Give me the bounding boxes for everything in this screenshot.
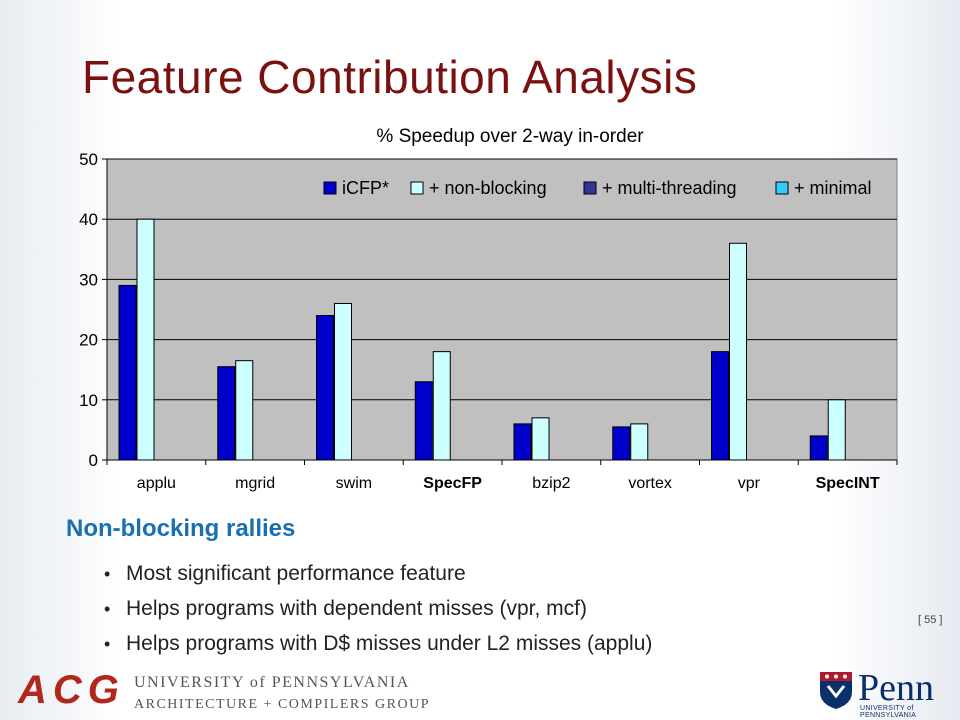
bar [531, 417, 550, 461]
bullet-item: Most significant performance feature [104, 558, 652, 593]
chart-title: % Speedup over 2-way in-order [0, 126, 960, 148]
bar [136, 218, 155, 461]
bar [316, 315, 334, 461]
legend-swatch [583, 181, 597, 195]
legend-label: iCFP* [342, 178, 389, 198]
bar [334, 302, 352, 461]
y-tick-label: 40 [79, 210, 98, 229]
bullet-item: Helps programs with dependent misses (vp… [104, 593, 652, 628]
slide-title: Feature Contribution Analysis [82, 51, 698, 103]
x-tick-label: SpecINT [816, 475, 880, 492]
y-tick-label: 50 [79, 150, 98, 169]
bullet-list: Most significant performance feature Hel… [104, 558, 652, 663]
y-tick-label: 20 [79, 331, 98, 350]
university-name: UNIVERSITY of PENNSYLVANIA [134, 674, 410, 691]
bar [414, 381, 433, 461]
bar [118, 284, 137, 461]
bar [809, 435, 828, 461]
bar [612, 426, 631, 461]
bar [217, 366, 236, 461]
bar [630, 423, 649, 461]
legend: iCFP* + non-blocking + multi-threading + mi… [323, 178, 872, 198]
section-heading: Non-blocking rallies [66, 515, 296, 542]
legend-label: + minimal [794, 178, 872, 198]
legend-label: + non-blocking [429, 178, 547, 198]
x-tick-label: swim [336, 475, 372, 492]
legend-label: + multi-threading [602, 178, 737, 198]
x-tick-label: vpr [738, 475, 761, 492]
bar [432, 351, 451, 461]
page-number: [ 55 ] [918, 614, 943, 626]
penn-logo-subtitle: UNIVERSITY of PENNSYLVANIA [860, 705, 917, 719]
x-tick-label: SpecFP [423, 475, 482, 492]
group-name: ARCHITECTURE + COMPILERS GROUP [134, 697, 430, 712]
y-tick-label: 0 [89, 451, 98, 470]
y-tick-label: 30 [79, 270, 98, 289]
acg-logo: ACG [18, 668, 125, 712]
axes: 0 10 20 30 40 50 applu mgrid swim SpecFP bzip2 vort… [79, 150, 898, 492]
bullet-item: Helps programs with D$ misses under L2 m… [104, 628, 652, 663]
penn-shield-icon [820, 672, 852, 709]
grid-lines [107, 158, 897, 401]
x-tick-label: mgrid [235, 475, 275, 492]
legend-swatch [775, 181, 789, 195]
bar [711, 351, 729, 461]
background-left-decoration [0, 0, 120, 720]
chart-title-text: % Speedup over 2-way in-order [376, 126, 644, 147]
legend-swatch [323, 181, 337, 195]
bar [235, 360, 254, 461]
bar [513, 423, 532, 461]
x-tick-label: vortex [628, 475, 672, 492]
bar [729, 242, 747, 461]
y-tick-label: 10 [79, 391, 98, 410]
penn-logo: Penn [858, 667, 934, 709]
x-tick-label: applu [137, 475, 176, 492]
x-tick-label: bzip2 [532, 475, 570, 492]
legend-swatch [410, 181, 424, 195]
bar [827, 399, 846, 461]
